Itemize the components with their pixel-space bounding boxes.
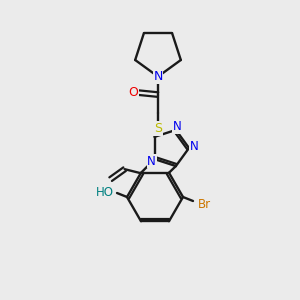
Text: O: O [128, 86, 138, 99]
Text: Br: Br [197, 197, 211, 211]
Text: HO: HO [96, 185, 114, 199]
Text: N: N [147, 155, 156, 168]
Text: N: N [153, 70, 163, 83]
Text: N: N [172, 120, 181, 134]
Text: S: S [154, 122, 162, 135]
Text: N: N [190, 140, 198, 154]
